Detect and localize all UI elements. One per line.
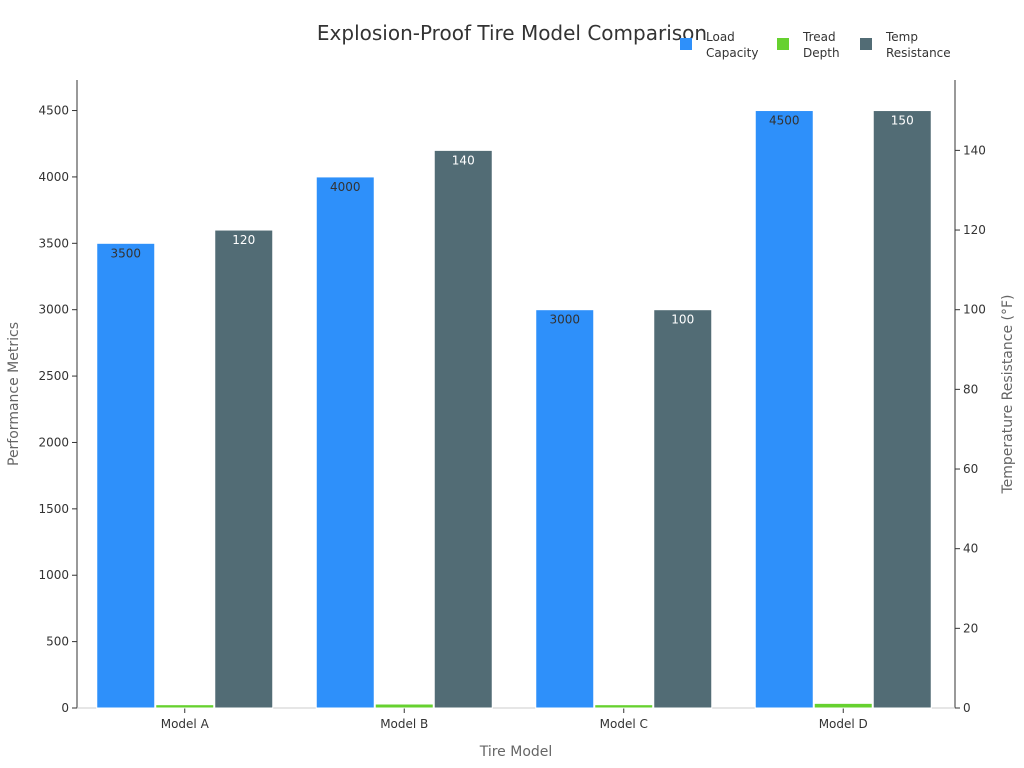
y-tick-label: 3000 xyxy=(38,303,69,317)
y2-tick-label: 60 xyxy=(963,462,978,476)
bar xyxy=(214,229,274,709)
plot-area: 0 500 1000 1500 2000 2500 3000 3500 4000 4500 0 20 4… xyxy=(38,80,986,731)
data-label: 140 xyxy=(452,153,475,167)
legend: Load Capacity Tread Depth Temp Resistance xyxy=(680,30,951,60)
data-label: 3500 xyxy=(110,246,141,260)
y-tick-label: 2500 xyxy=(38,369,69,383)
data-label: 3000 xyxy=(549,313,580,327)
legend-swatch xyxy=(860,38,872,50)
y-tick-label: 1500 xyxy=(38,502,69,516)
data-label: 4000 xyxy=(330,180,361,194)
x-tick-label: Model B xyxy=(380,717,428,731)
bar xyxy=(535,309,595,709)
y-tick-label: 4000 xyxy=(38,170,69,184)
y2-tick-label: 80 xyxy=(963,382,978,396)
y2-tick-label: 20 xyxy=(963,621,978,635)
y2-tick-label: 100 xyxy=(963,303,986,317)
legend-label: Tread Depth xyxy=(802,30,840,60)
data-label: 120 xyxy=(232,233,255,247)
bar xyxy=(813,702,873,709)
bar xyxy=(754,110,814,709)
legend-label: Load Capacity xyxy=(706,30,758,60)
legend-swatch xyxy=(777,38,789,50)
y-tick-label: 1000 xyxy=(38,568,69,582)
x-tick-label: Model D xyxy=(819,717,868,731)
legend-swatch xyxy=(680,38,692,50)
y-tick-label: 4500 xyxy=(38,104,69,118)
bar xyxy=(96,242,156,709)
y-tick-label: 500 xyxy=(46,635,69,649)
data-label: 4500 xyxy=(769,114,800,128)
y2-tick-label: 120 xyxy=(963,223,986,237)
bar xyxy=(872,110,932,709)
y2-tick-label: 40 xyxy=(963,542,978,556)
bar xyxy=(433,149,493,709)
bar xyxy=(315,176,375,709)
bar xyxy=(594,704,654,709)
y2-tick-label: 0 xyxy=(963,701,971,715)
x-tick-label: Model C xyxy=(600,717,648,731)
bar xyxy=(653,309,713,709)
chart-title: Explosion-Proof Tire Model Comparison xyxy=(317,21,707,45)
data-label: 150 xyxy=(891,114,914,128)
x-tick-label: Model A xyxy=(161,717,210,731)
y-axis-title: Performance Metrics xyxy=(6,322,22,466)
y-tick-label: 3500 xyxy=(38,236,69,250)
bar xyxy=(374,703,434,709)
y2-tick-label: 140 xyxy=(963,143,986,157)
bar xyxy=(155,704,215,709)
data-label: 100 xyxy=(671,313,694,327)
legend-label: Temp Resistance xyxy=(885,30,951,60)
y-tick-label: 0 xyxy=(61,701,69,715)
y-tick-label: 2000 xyxy=(38,435,69,449)
x-axis-title: Tire Model xyxy=(479,744,553,760)
y2-axis-title: Temperature Resistance (°F) xyxy=(1000,294,1016,494)
